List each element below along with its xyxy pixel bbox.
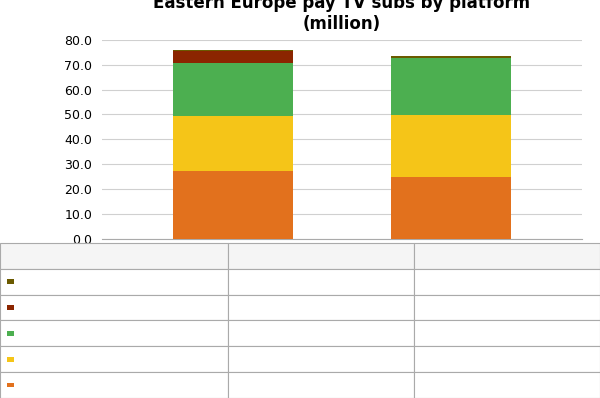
Text: 0.0: 0.0 xyxy=(497,301,517,314)
Text: Digital cable TV: Digital cable TV xyxy=(19,327,112,340)
Text: Pay Sat TV: Pay Sat TV xyxy=(19,378,82,392)
Text: 21.3: 21.3 xyxy=(307,327,335,340)
Text: 4.6: 4.6 xyxy=(311,301,331,314)
Title: Eastern Europe pay TV subs by platform
(million): Eastern Europe pay TV subs by platform (… xyxy=(154,0,530,33)
Text: 2023: 2023 xyxy=(304,249,338,262)
Text: 27.3: 27.3 xyxy=(307,378,335,392)
Text: 0.7: 0.7 xyxy=(497,275,517,288)
Bar xyxy=(391,178,511,239)
Bar xyxy=(391,115,511,178)
Bar xyxy=(173,116,293,171)
Bar xyxy=(173,51,293,63)
Text: 23.2: 23.2 xyxy=(493,327,521,340)
Text: 0.7: 0.7 xyxy=(311,275,331,288)
Text: Pay DTT: Pay DTT xyxy=(19,275,67,288)
Text: 22.1: 22.1 xyxy=(307,353,335,366)
Bar xyxy=(173,50,293,51)
Text: 24.7: 24.7 xyxy=(493,378,521,392)
Bar xyxy=(391,56,511,58)
Text: 24.9: 24.9 xyxy=(493,353,521,366)
Bar xyxy=(173,63,293,116)
Bar xyxy=(173,171,293,239)
Bar xyxy=(391,58,511,115)
Text: Analog cable TV: Analog cable TV xyxy=(19,301,115,314)
Text: Pay IPTV: Pay IPTV xyxy=(19,353,70,366)
Text: 2029: 2029 xyxy=(490,249,524,262)
